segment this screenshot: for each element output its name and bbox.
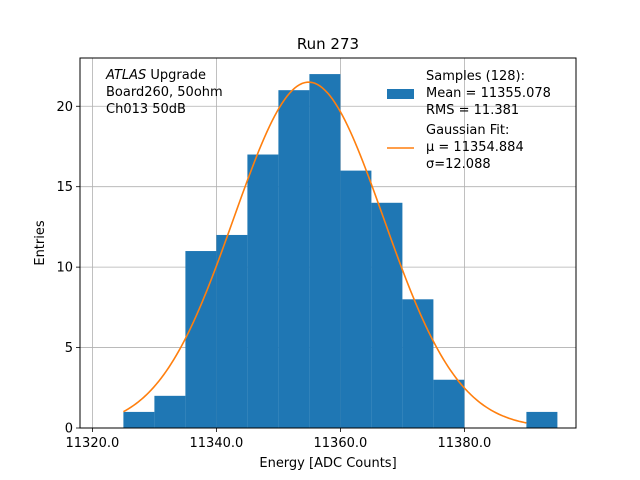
y-axis-label: Entries: [33, 220, 48, 266]
legend-entry-line: σ=12.088: [426, 157, 491, 172]
histogram-bars: [123, 74, 558, 429]
legend-entry-line: Gaussian Fit:: [426, 123, 509, 138]
histogram-bar: [402, 299, 434, 428]
atlas-annotation: ATLAS Upgrade Board260, 50ohm Ch013 50dB: [105, 68, 223, 117]
x-tick-label: 11380.0: [438, 436, 492, 451]
annotation-line: Ch013 50dB: [106, 102, 186, 117]
annotation-italic: ATLAS: [105, 68, 146, 83]
x-tick-label: 11360.0: [314, 436, 368, 451]
histogram-bar: [526, 411, 558, 428]
x-tick-label: 11340.0: [190, 436, 244, 451]
annotation-line: Board260, 50ohm: [106, 85, 223, 100]
histogram-bar: [123, 411, 155, 428]
y-tick-label: 15: [56, 180, 73, 195]
histogram-bar: [340, 170, 372, 428]
x-tick-label: 11320.0: [66, 436, 120, 451]
y-tick-label: 0: [65, 422, 73, 437]
legend-bar-swatch: [387, 89, 414, 99]
y-tick-label: 5: [65, 341, 73, 356]
annotation-text: Board260, 50ohm: [106, 85, 223, 100]
y-axis-ticks: 0 5 10 15 20: [56, 100, 80, 437]
annotation-text: Ch013 50dB: [106, 102, 186, 117]
histogram-bar: [309, 74, 341, 428]
histogram-bar: [371, 202, 403, 428]
x-axis-label: Energy [ADC Counts]: [259, 456, 396, 471]
legend: Samples (128): Mean = 11355.078 RMS = 11…: [387, 69, 551, 172]
chart-title: Run 273: [297, 35, 359, 53]
histogram-bar: [433, 379, 465, 428]
fit-curve: [123, 81, 527, 424]
y-tick-label: 20: [56, 100, 73, 115]
histogram-bar: [216, 234, 248, 428]
y-tick-label: 10: [56, 261, 73, 276]
histogram-bar: [154, 395, 186, 428]
legend-entry-line: μ = 11354.884: [426, 140, 524, 155]
gaussian-fit: [123, 81, 527, 424]
plot-area-frame: [79, 57, 577, 429]
legend-entry-line: Samples (128):: [426, 69, 525, 84]
histogram-bar: [247, 154, 279, 429]
annotation-text: Upgrade: [146, 68, 206, 83]
legend-entry-line: RMS = 11.381: [426, 103, 519, 118]
x-axis-ticks: 11320.0 11340.0 11360.0 11380.0: [66, 428, 492, 451]
histogram-bar: [278, 90, 310, 428]
annotation-line: ATLAS Upgrade: [105, 68, 206, 83]
legend-entry-line: Mean = 11355.078: [426, 86, 551, 101]
